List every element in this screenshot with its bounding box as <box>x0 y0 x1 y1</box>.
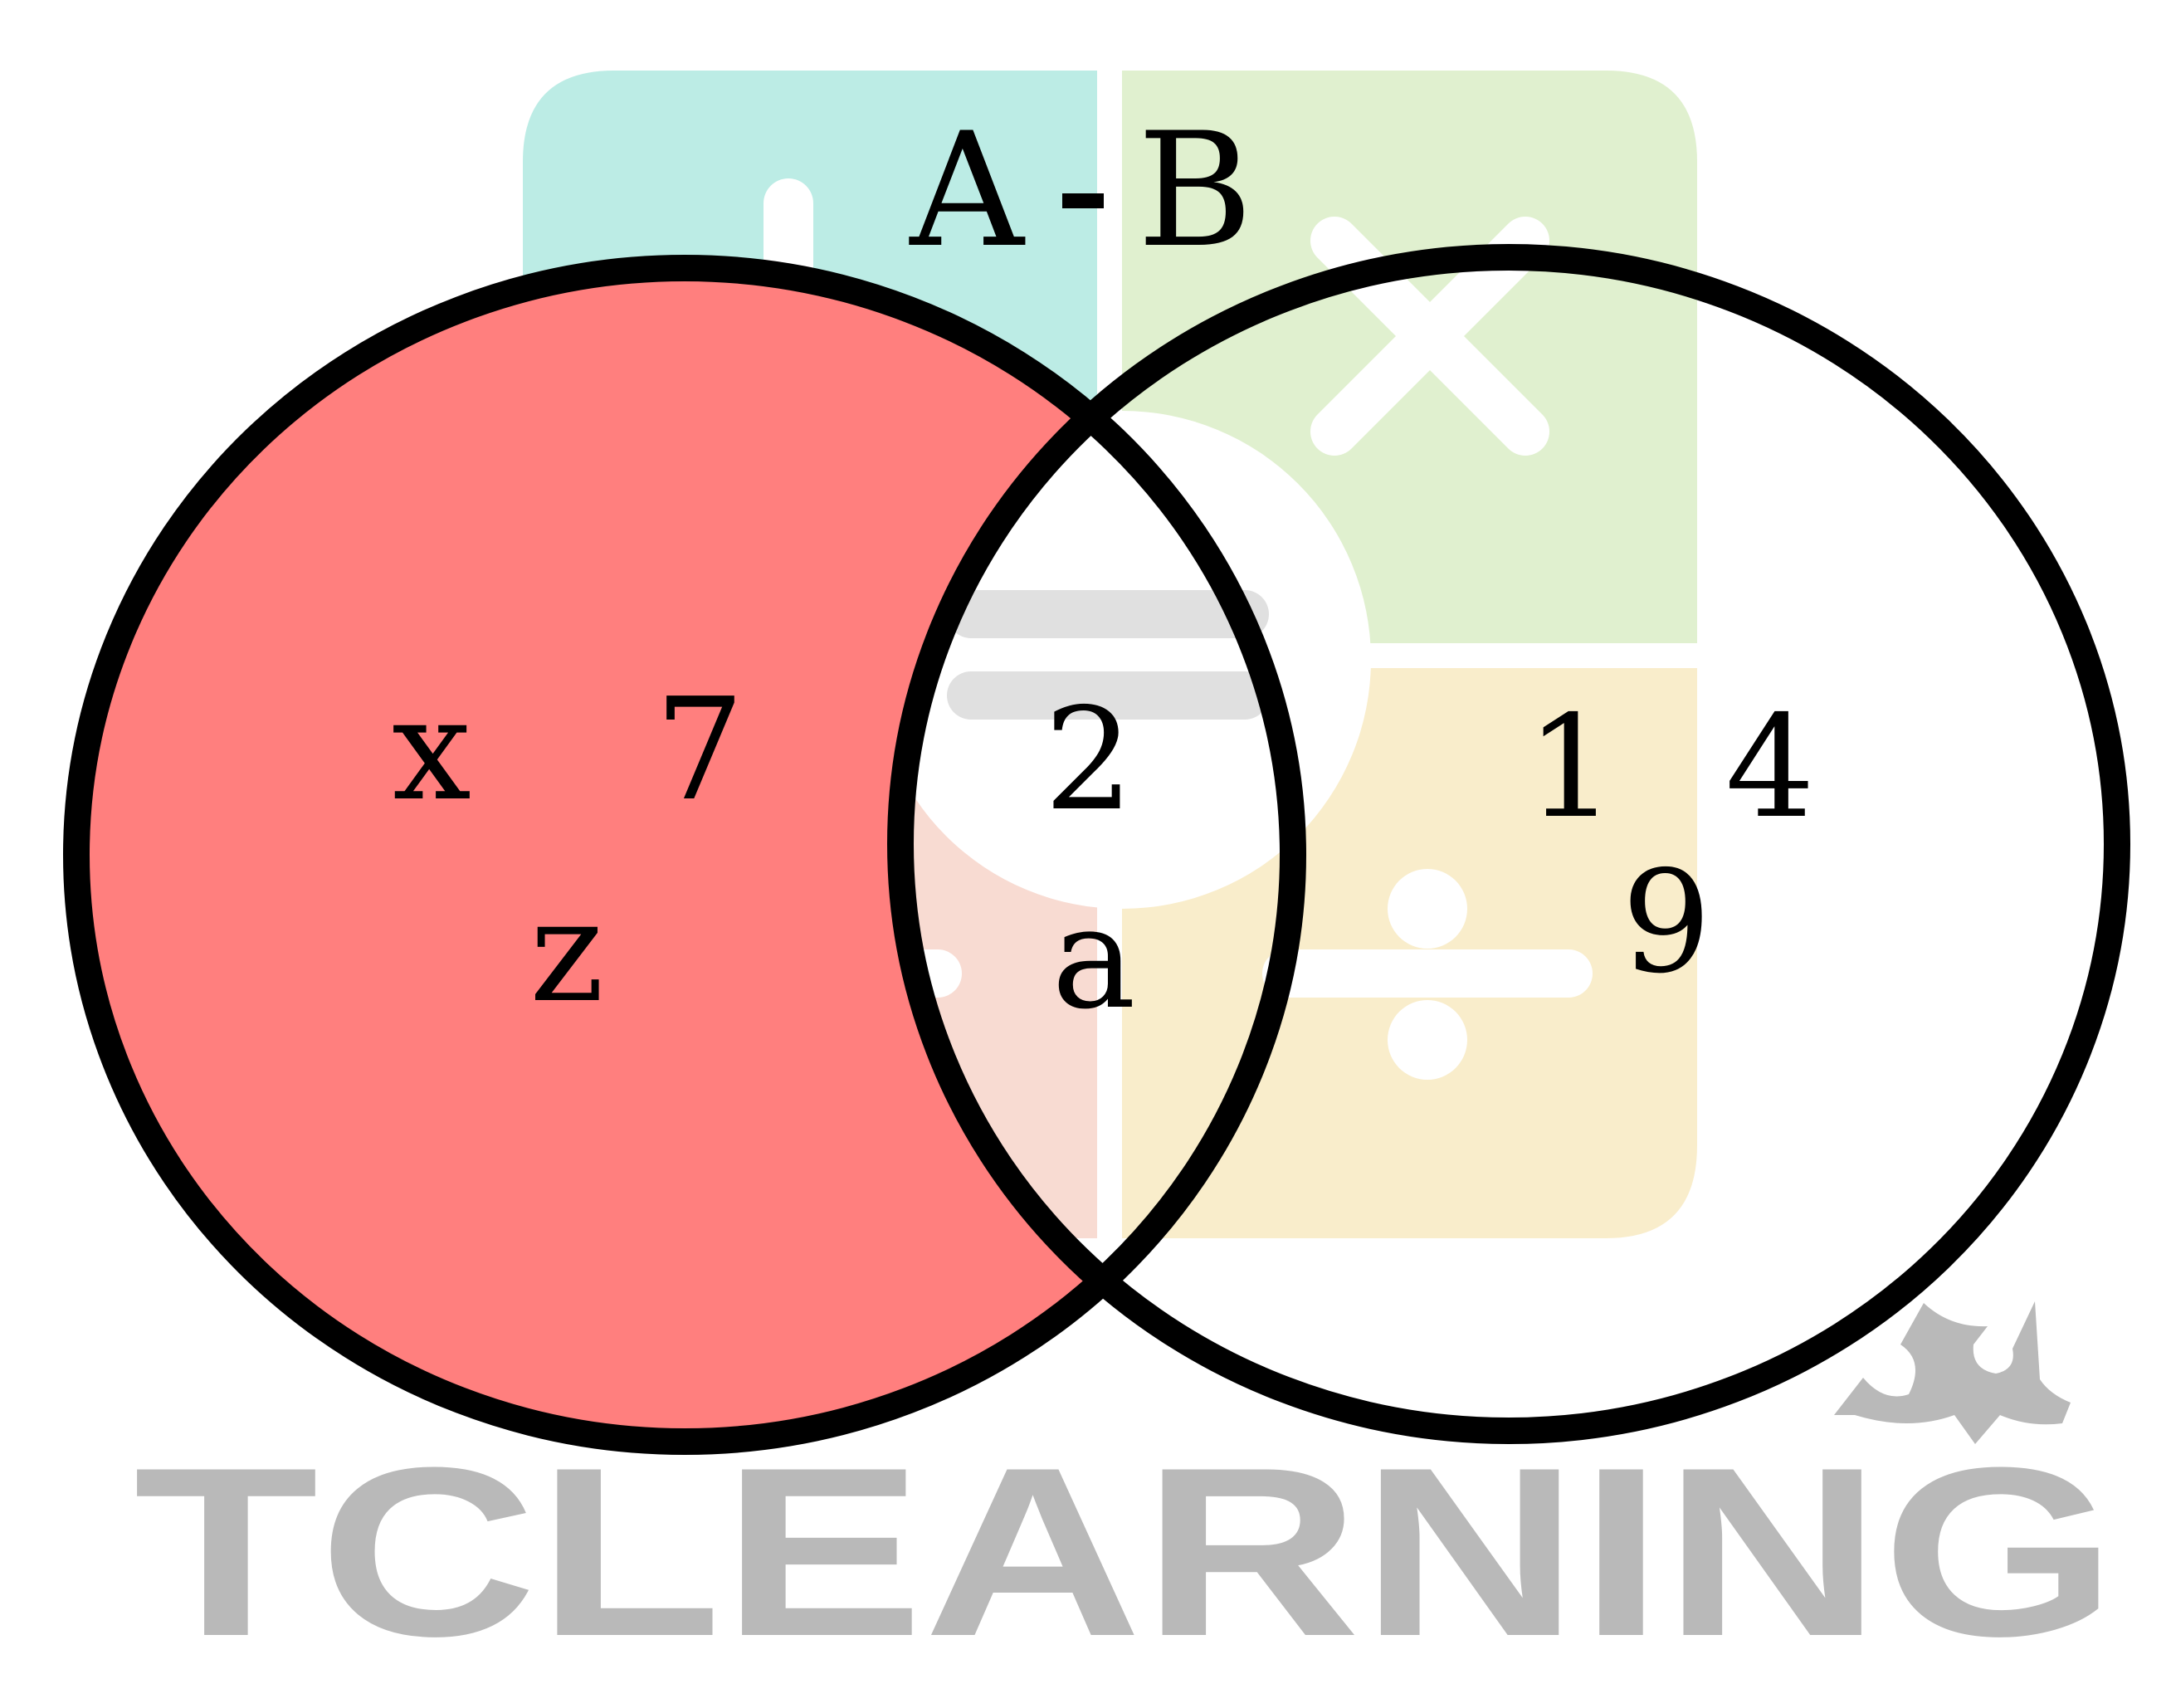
set-a-circle <box>63 255 1306 1455</box>
divide-icon <box>1262 869 1593 1080</box>
title-set-a-label: A <box>908 99 1026 282</box>
element-z: z <box>529 870 604 1034</box>
watermark-text: TCLEARNING <box>134 1418 2117 1686</box>
title-minus-sign <box>1062 193 1104 208</box>
set-b-circle <box>887 244 2130 1444</box>
element-9: 9 <box>1622 841 1711 1005</box>
element-a: a <box>1051 876 1135 1041</box>
set-b-only-elements: 1 4 9 <box>1526 686 1815 1005</box>
crown-icon <box>1834 1301 2071 1444</box>
diagram-title: A B <box>908 99 1252 282</box>
title-set-b-label: B <box>1137 99 1253 282</box>
element-2: 2 <box>1044 678 1134 842</box>
watermark: TCLEARNING <box>134 1301 2117 1686</box>
intersection-elements: 2 a <box>1044 678 1136 1041</box>
element-7: 7 <box>655 668 744 832</box>
set-a-only-elements: x 7 z <box>392 668 744 1034</box>
element-x: x <box>392 668 471 832</box>
element-1: 1 <box>1526 686 1616 850</box>
element-4: 4 <box>1725 686 1815 850</box>
